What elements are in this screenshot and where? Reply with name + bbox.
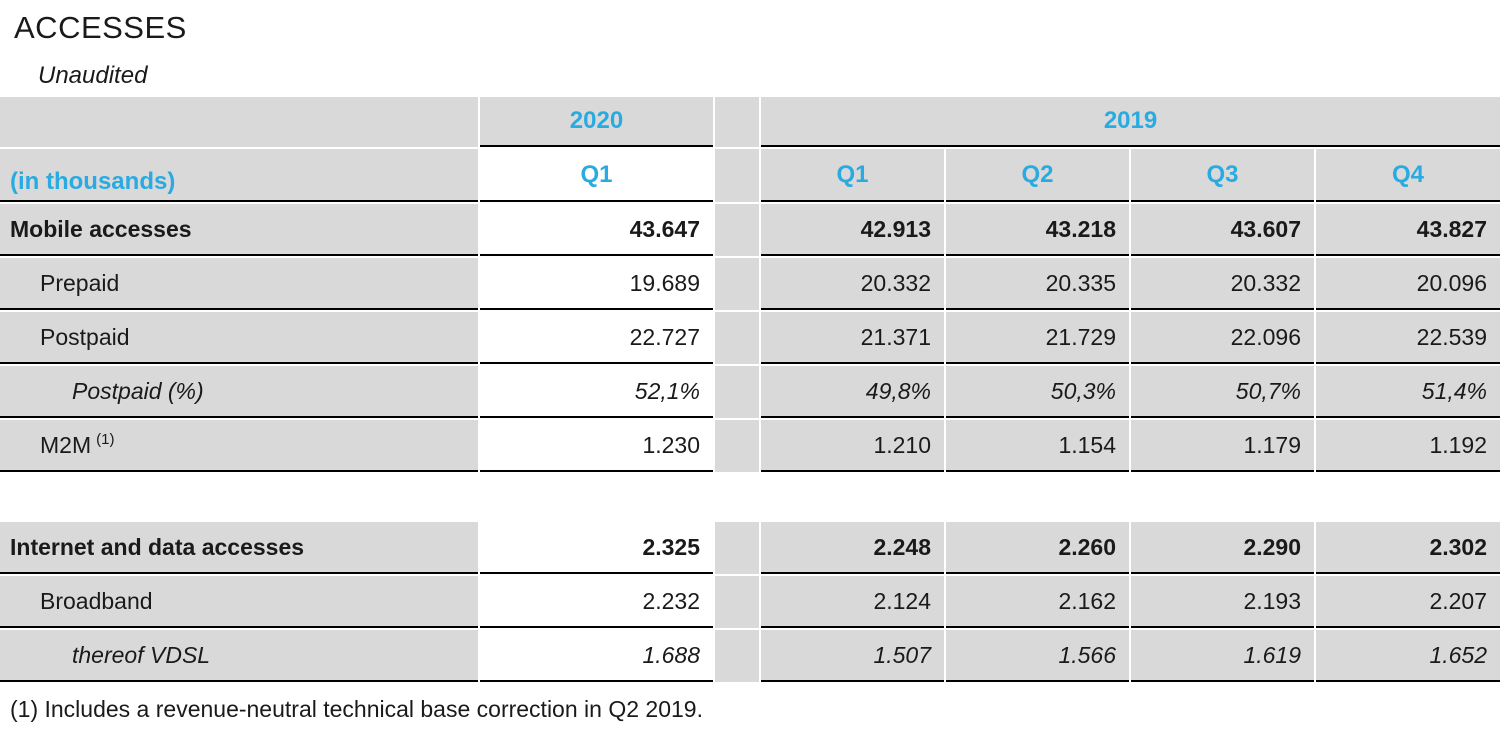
row-label: Postpaid	[0, 312, 478, 364]
table-row: Internet and data accesses 2.325 2.248 2.26…	[0, 522, 1500, 574]
value-2019-q2: 1.154	[946, 420, 1129, 472]
gap-cell	[480, 474, 713, 520]
year-header-row: 2020 2019	[0, 97, 1500, 147]
value-2019-q4: 20.096	[1316, 258, 1500, 310]
gap-cell	[761, 474, 944, 520]
value-2019-q1: 2.248	[761, 522, 944, 574]
spacer-cell	[715, 630, 759, 682]
value-2019-q3: 2.290	[1131, 522, 1314, 574]
value-2019-q1: 1.507	[761, 630, 944, 682]
value-2019-q1: 42.913	[761, 204, 944, 256]
year-2020-header: 2020	[480, 97, 713, 147]
value-2020-q1: 43.647	[480, 204, 713, 256]
value-2019-q3: 20.332	[1131, 258, 1314, 310]
quarter-header-row: (in thousands) Q1 Q1 Q2 Q3 Q4	[0, 149, 1500, 202]
row-label: Broadband	[0, 576, 478, 628]
value-2020-q1: 19.689	[480, 258, 713, 310]
value-2020-q1: 1.688	[480, 630, 713, 682]
value-2020-q1: 1.230	[480, 420, 713, 472]
value-2019-q2: 50,3%	[946, 366, 1129, 418]
value-2019-q1: 49,8%	[761, 366, 944, 418]
table-row: Postpaid (%) 52,1% 49,8% 50,3% 50,7% 51,4%	[0, 366, 1500, 418]
spacer-cell	[715, 149, 759, 202]
row-label: Prepaid	[0, 258, 478, 310]
q2-2019-header: Q2	[946, 149, 1129, 202]
gap-cell	[1316, 474, 1500, 520]
table-row: Broadband 2.232 2.124 2.162 2.193 2.207	[0, 576, 1500, 628]
q4-2019-header: Q4	[1316, 149, 1500, 202]
table-row: thereof VDSL 1.688 1.507 1.566 1.619 1.652	[0, 630, 1500, 682]
value-2019-q4: 43.827	[1316, 204, 1500, 256]
row-label: M2M (1)	[0, 420, 478, 472]
corner-cell	[0, 97, 478, 147]
table-row: Prepaid 19.689 20.332 20.335 20.332 20.096	[0, 258, 1500, 310]
gap-cell	[1131, 474, 1314, 520]
value-2019-q4: 1.192	[1316, 420, 1500, 472]
value-2019-q3: 50,7%	[1131, 366, 1314, 418]
spacer-cell	[715, 420, 759, 472]
value-2019-q4: 2.207	[1316, 576, 1500, 628]
value-2019-q3: 2.193	[1131, 576, 1314, 628]
gap-row	[0, 474, 1500, 520]
page-title: ACCESSES	[14, 10, 187, 45]
accesses-table-body: Mobile accesses 43.647 42.913 43.218 43.607 4…	[0, 204, 1500, 682]
row-label: Postpaid (%)	[0, 366, 478, 418]
value-2020-q1: 2.232	[480, 576, 713, 628]
spacer-cell	[715, 97, 759, 147]
gap-cell	[715, 474, 759, 520]
value-2019-q2: 1.566	[946, 630, 1129, 682]
spacer-cell	[715, 522, 759, 574]
table-row: Mobile accesses 43.647 42.913 43.218 43.607 4…	[0, 204, 1500, 256]
spacer-cell	[715, 312, 759, 364]
value-2019-q3: 1.179	[1131, 420, 1314, 472]
value-2019-q2: 21.729	[946, 312, 1129, 364]
unaudited-label: Unaudited	[38, 62, 148, 89]
spacer-cell	[715, 576, 759, 628]
accesses-table: 2020 2019 (in thousands) Q1 Q1 Q2 Q3 Q4 …	[0, 95, 1500, 684]
table-row: Postpaid 22.727 21.371 21.729 22.096 22.539	[0, 312, 1500, 364]
row-label: Mobile accesses	[0, 204, 478, 256]
accesses-table-wrapper: 2020 2019 (in thousands) Q1 Q1 Q2 Q3 Q4 …	[0, 95, 1500, 684]
value-2019-q2: 20.335	[946, 258, 1129, 310]
value-2019-q1: 20.332	[761, 258, 944, 310]
spacer-cell	[715, 366, 759, 418]
value-2019-q3: 43.607	[1131, 204, 1314, 256]
year-2019-header: 2019	[761, 97, 1500, 147]
gap-cell	[946, 474, 1129, 520]
row-label: thereof VDSL	[0, 630, 478, 682]
value-2020-q1: 22.727	[480, 312, 713, 364]
value-2019-q1: 1.210	[761, 420, 944, 472]
value-2019-q4: 22.539	[1316, 312, 1500, 364]
q1-2020-header: Q1	[480, 149, 713, 202]
value-2019-q1: 2.124	[761, 576, 944, 628]
value-2020-q1: 52,1%	[480, 366, 713, 418]
value-2019-q4: 51,4%	[1316, 366, 1500, 418]
value-2019-q2: 2.162	[946, 576, 1129, 628]
q1-2019-header: Q1	[761, 149, 944, 202]
q3-2019-header: Q3	[1131, 149, 1314, 202]
value-2019-q4: 2.302	[1316, 522, 1500, 574]
footnote-reference: (1)	[96, 431, 115, 448]
value-2019-q2: 2.260	[946, 522, 1129, 574]
value-2019-q4: 1.652	[1316, 630, 1500, 682]
gap-cell	[0, 474, 478, 520]
table-row: M2M (1) 1.230 1.210 1.154 1.179 1.192	[0, 420, 1500, 472]
row-label: Internet and data accesses	[0, 522, 478, 574]
value-2019-q3: 22.096	[1131, 312, 1314, 364]
value-2020-q1: 2.325	[480, 522, 713, 574]
spacer-cell	[715, 204, 759, 256]
value-2019-q2: 43.218	[946, 204, 1129, 256]
spacer-cell	[715, 258, 759, 310]
unit-label: (in thousands)	[0, 149, 478, 202]
value-2019-q3: 1.619	[1131, 630, 1314, 682]
value-2019-q1: 21.371	[761, 312, 944, 364]
footnote: (1) Includes a revenue-neutral technical…	[10, 696, 703, 722]
